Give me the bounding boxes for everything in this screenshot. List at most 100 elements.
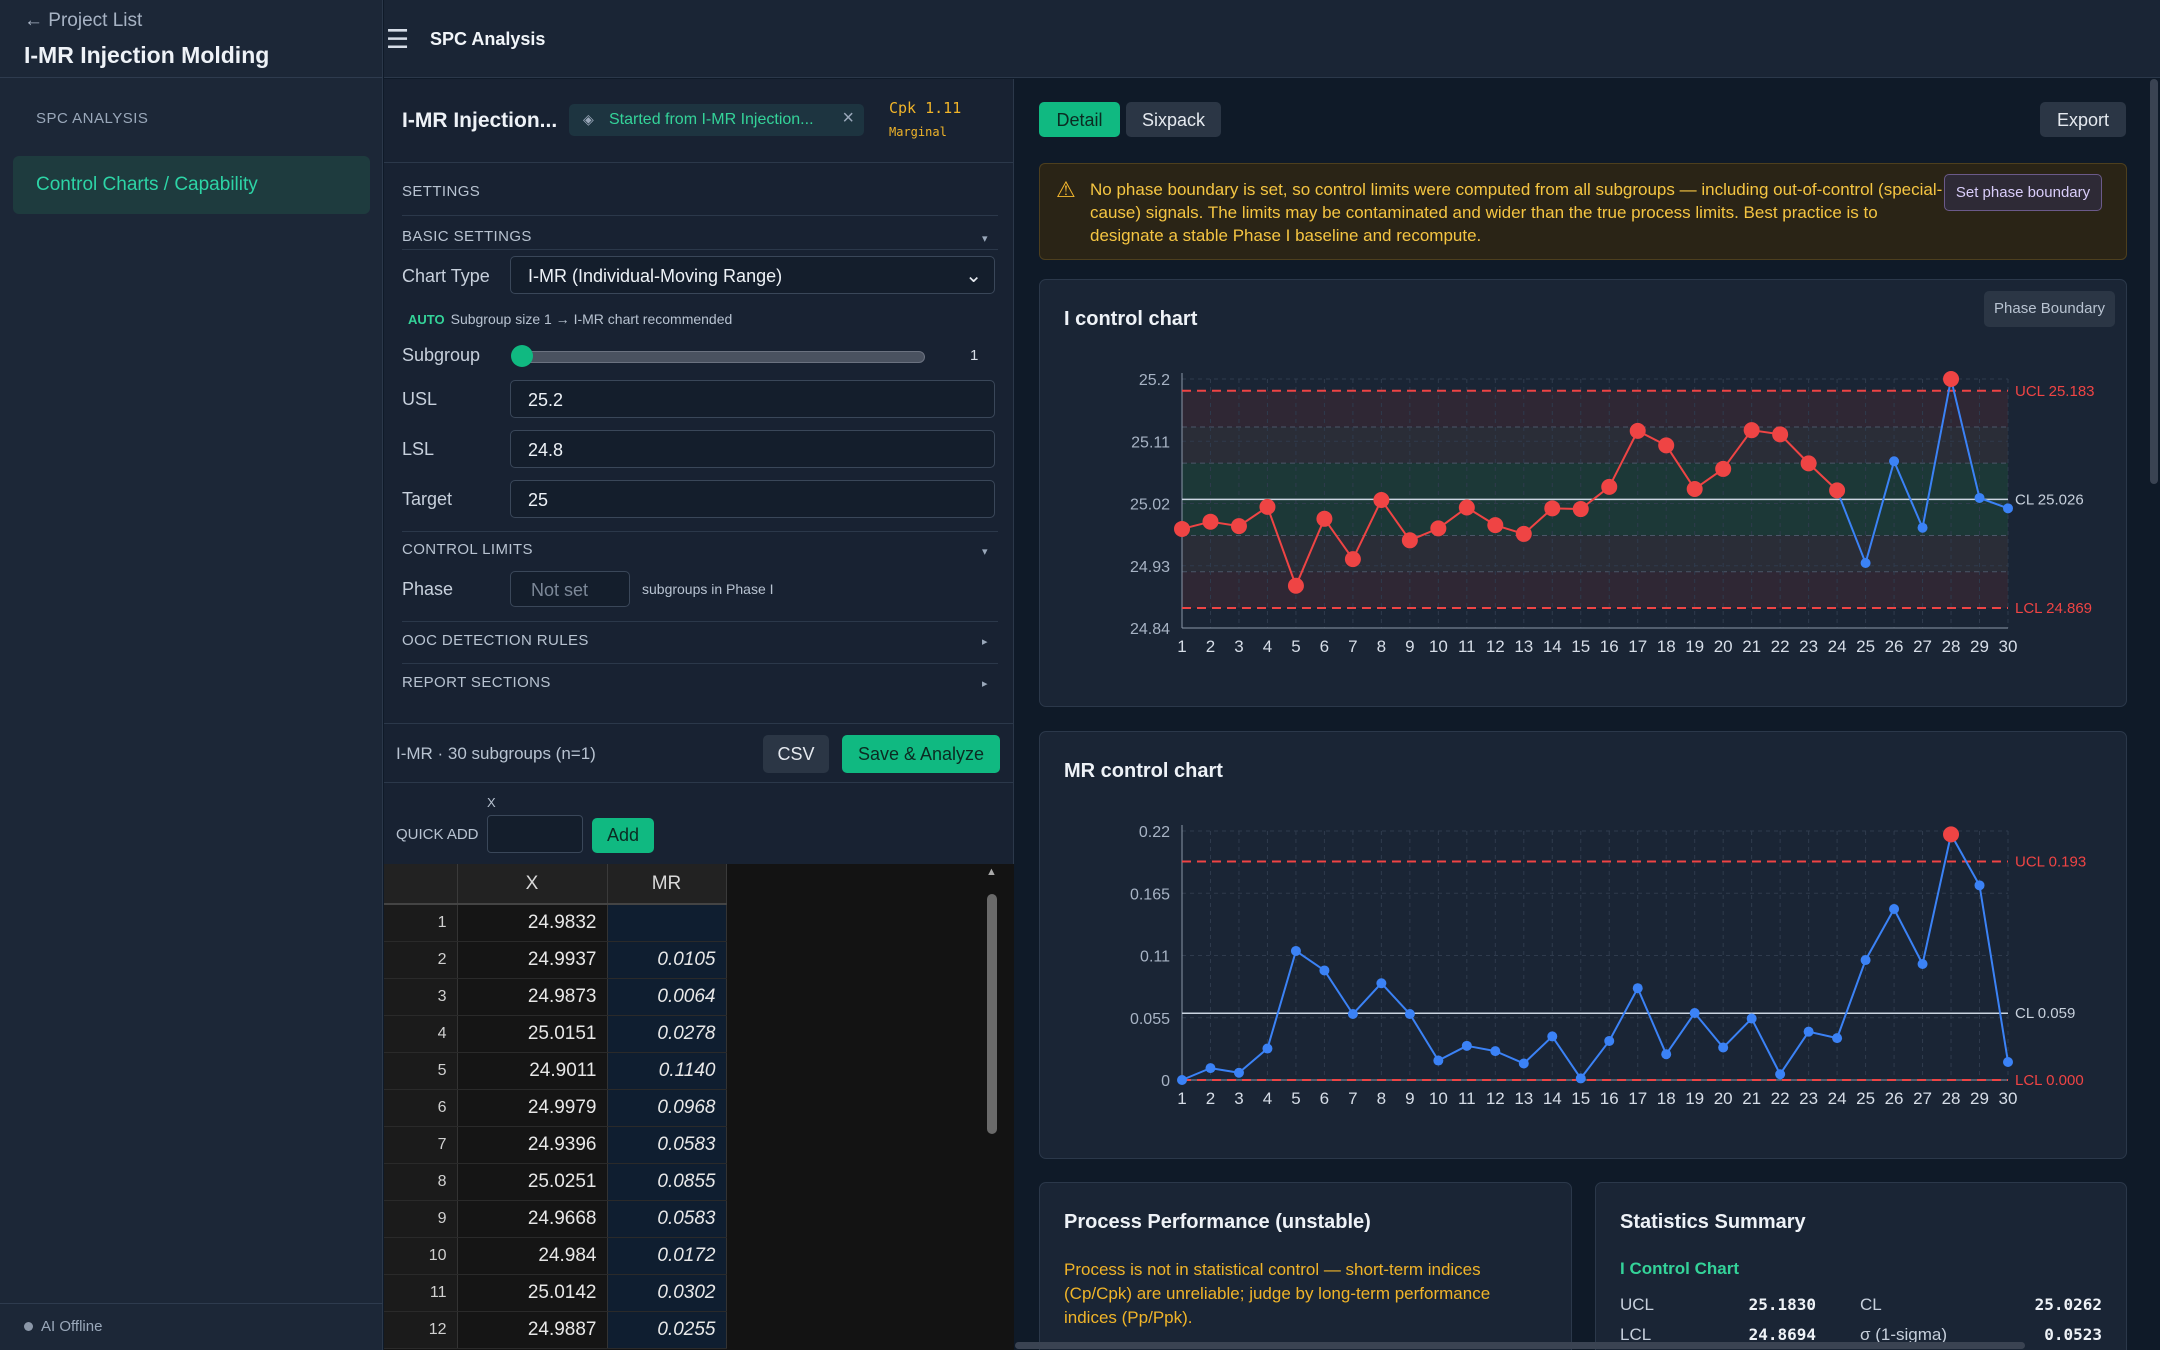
set-phase-boundary-button[interactable]: Set phase boundary: [1944, 174, 2102, 211]
x-tick-label: 14: [1543, 1089, 1562, 1108]
ooc-point: [1743, 422, 1760, 439]
series-segment: [1351, 499, 1383, 560]
cell-mr[interactable]: 0.0278: [607, 1015, 727, 1053]
caret-down-icon[interactable]: ▾: [982, 546, 988, 558]
ai-status-label: AI Offline: [41, 1318, 103, 1335]
main-scrollbar[interactable]: [2148, 79, 2160, 1339]
table-row[interactable]: 9 24.9668 0.0583: [384, 1200, 727, 1238]
cell-mr[interactable]: 0.0968: [607, 1089, 727, 1127]
main-scrollbar-thumb[interactable]: [2150, 79, 2158, 484]
table-row[interactable]: 5 24.9011 0.1140: [384, 1052, 727, 1090]
caret-right-icon[interactable]: ▸: [982, 636, 988, 648]
page-title: SPC Analysis: [430, 29, 546, 49]
x-tick-label: 2: [1206, 1089, 1215, 1108]
cell-mr[interactable]: 0.0255: [607, 1311, 727, 1349]
subgroup-value: 1: [970, 347, 979, 364]
cell-x[interactable]: 24.9873: [457, 978, 608, 1016]
chart-type-select[interactable]: I-MR (Individual-Moving Range) ⌄: [510, 256, 995, 294]
row-number: 5: [384, 1052, 458, 1090]
export-button[interactable]: Export: [2040, 102, 2126, 137]
quick-add-input[interactable]: [487, 815, 583, 853]
tab-detail[interactable]: Detail: [1039, 102, 1120, 137]
add-button[interactable]: Add: [592, 818, 654, 853]
x-tick-label: 17: [1628, 1089, 1647, 1108]
target-input[interactable]: 25: [510, 480, 995, 518]
cell-mr[interactable]: 0.0583: [607, 1126, 727, 1164]
x-tick-label: 6: [1320, 1089, 1329, 1108]
csv-button[interactable]: CSV: [763, 735, 829, 773]
cell-mr[interactable]: 0.0105: [607, 941, 727, 979]
cell-mr[interactable]: 0.0855: [607, 1163, 727, 1201]
caret-down-icon[interactable]: ▾: [982, 233, 988, 245]
caret-right-icon[interactable]: ▸: [982, 678, 988, 690]
table-row[interactable]: 4 25.0151 0.0278: [384, 1015, 727, 1053]
cell-mr[interactable]: 0.0064: [607, 978, 727, 1016]
control-limits-toggle[interactable]: CONTROL LIMITS: [402, 541, 533, 558]
series-segment: [1523, 1035, 1553, 1065]
cell-mr[interactable]: 0.0583: [607, 1200, 727, 1238]
save-analyze-button[interactable]: Save & Analyze: [842, 735, 1000, 773]
phase-boundary-button[interactable]: Phase Boundary: [1984, 291, 2115, 327]
y-tick-label: 0: [1161, 1073, 1170, 1090]
table-row[interactable]: 6 24.9979 0.0968: [384, 1089, 727, 1127]
back-to-project-list-link[interactable]: ← Project List: [24, 10, 143, 31]
subgroup-slider[interactable]: [518, 351, 925, 363]
cell-x[interactable]: 25.0151: [457, 1015, 608, 1053]
cell-mr[interactable]: [607, 904, 727, 942]
cell-x[interactable]: 24.9668: [457, 1200, 608, 1238]
statistics-summary-card: Statistics Summary I Control Chart UCL 2…: [1595, 1182, 2127, 1350]
cell-x[interactable]: 24.9887: [457, 1311, 608, 1349]
series-segment: [1750, 1018, 1782, 1075]
hamburger-icon[interactable]: ☰: [386, 24, 410, 54]
cell-x[interactable]: 24.9979: [457, 1089, 608, 1127]
row-number: 4: [384, 1015, 458, 1053]
data-grid: X MR 1 24.9832 2 24.9937 0.0105 3 24.9873 0.006…: [384, 864, 1014, 1350]
tab-sixpack[interactable]: Sixpack: [1126, 102, 1221, 137]
close-icon[interactable]: ×: [842, 107, 854, 129]
grid-scrollbar[interactable]: ▲: [982, 864, 1002, 1350]
table-row[interactable]: 3 24.9873 0.0064: [384, 978, 727, 1016]
table-row[interactable]: 12 24.9887 0.0255: [384, 1311, 727, 1349]
horizontal-scrollbar-thumb[interactable]: [1015, 1342, 2025, 1349]
sidebar-item-control-charts[interactable]: Control Charts / Capability: [13, 156, 370, 214]
table-row[interactable]: 11 25.0142 0.0302: [384, 1274, 727, 1312]
table-row[interactable]: 2 24.9937 0.0105: [384, 941, 727, 979]
table-row[interactable]: 7 24.9396 0.0583: [384, 1126, 727, 1164]
ooc-rules-toggle[interactable]: OOC DETECTION RULES: [402, 632, 589, 649]
horizontal-scrollbar[interactable]: [1015, 1340, 2160, 1350]
cell-x[interactable]: 24.9011: [457, 1052, 608, 1090]
ooc-point: [1572, 501, 1589, 518]
report-sections-toggle[interactable]: REPORT SECTIONS: [402, 674, 551, 691]
settings-panel: I-MR Injection... ◈ Started from I-MR In…: [384, 79, 1014, 1350]
cell-x[interactable]: 24.9937: [457, 941, 608, 979]
cell-x[interactable]: 24.984: [457, 1237, 608, 1275]
source-tag-label: Started from I-MR Injection...: [609, 111, 814, 128]
lsl-input[interactable]: 24.8: [510, 430, 995, 468]
table-row[interactable]: 1 24.9832: [384, 904, 727, 942]
table-row[interactable]: 8 25.0251 0.0855: [384, 1163, 727, 1201]
phase-input[interactable]: Not set: [510, 571, 630, 607]
table-row[interactable]: 10 24.984 0.0172: [384, 1237, 727, 1275]
cell-mr[interactable]: 0.0302: [607, 1274, 727, 1312]
ucl-label: UCL: [1620, 1295, 1655, 1314]
series-segment: [1979, 497, 2009, 510]
zone-band: [1182, 426, 2008, 464]
cell-x[interactable]: 25.0142: [457, 1274, 608, 1312]
cell-x[interactable]: 25.0251: [457, 1163, 608, 1201]
row-number: 7: [384, 1126, 458, 1164]
ooc-point: [1174, 520, 1190, 537]
cell-mr[interactable]: 0.1140: [607, 1052, 727, 1090]
column-header-mr[interactable]: MR: [607, 864, 727, 905]
cell-mr[interactable]: 0.0172: [607, 1237, 727, 1275]
column-header-x[interactable]: X: [457, 864, 608, 905]
cell-x[interactable]: 24.9396: [457, 1126, 608, 1164]
scroll-up-icon[interactable]: ▲: [986, 866, 997, 878]
status-dot-icon: [24, 1322, 33, 1331]
ooc-point: [1316, 510, 1333, 527]
grid-scrollbar-thumb[interactable]: [987, 894, 997, 1134]
usl-input[interactable]: 25.2: [510, 380, 995, 418]
cell-x[interactable]: 24.9832: [457, 904, 608, 942]
basic-settings-toggle[interactable]: BASIC SETTINGS: [402, 228, 532, 245]
subgroup-slider-thumb[interactable]: [511, 345, 533, 367]
x-tick-label: 29: [1970, 1089, 1989, 1108]
